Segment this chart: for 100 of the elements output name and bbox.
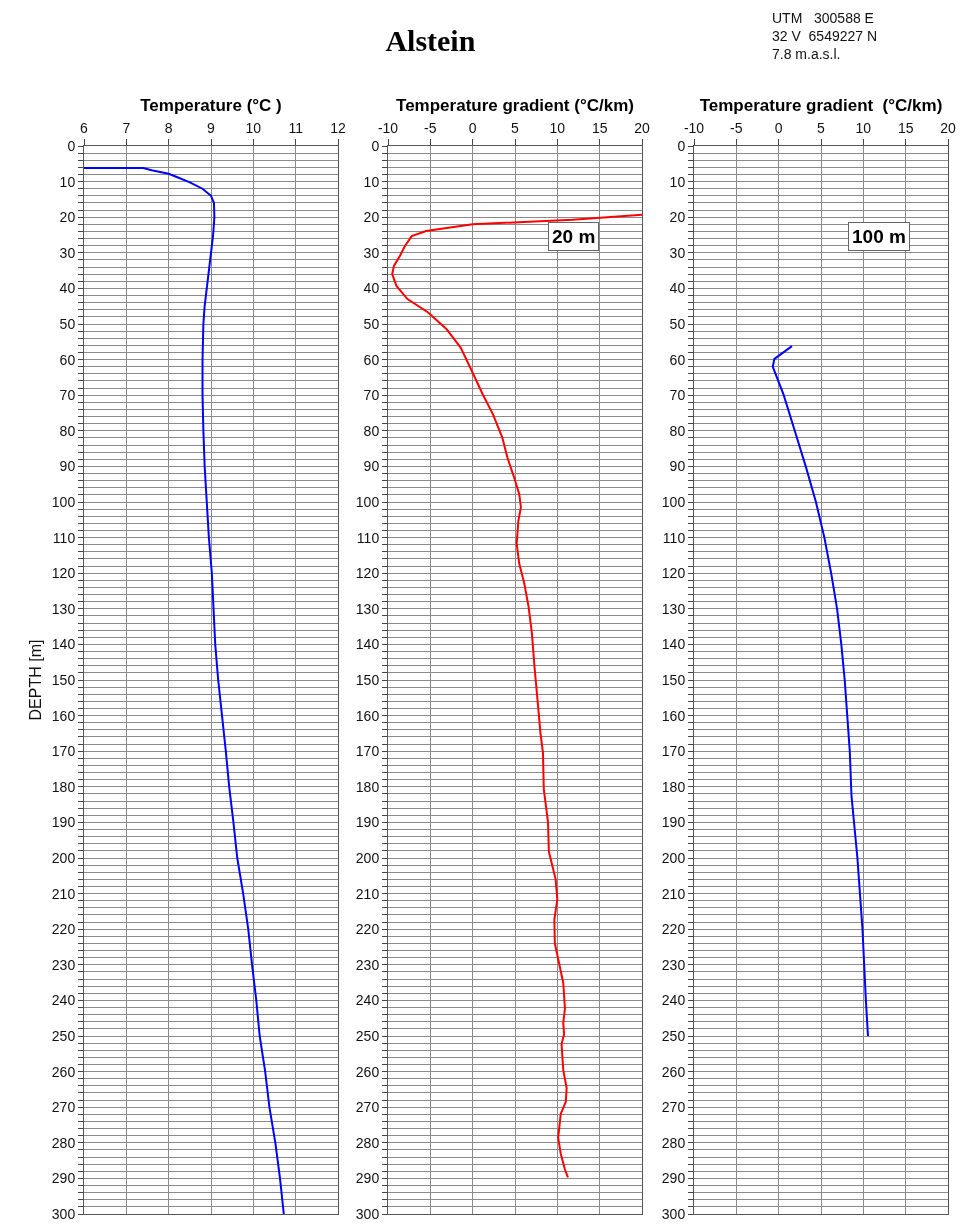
x-axis-title: Temperature (°C ): [140, 95, 282, 115]
y-tick-label: 220: [51, 921, 76, 938]
y-tick-label: 200: [51, 849, 76, 866]
y-tick-label: 190: [355, 814, 380, 831]
y-tick-label: 190: [661, 814, 686, 831]
y-tick-label: 40: [59, 280, 76, 297]
y-tick-label: 110: [662, 529, 686, 546]
y-tick-label: 20: [363, 209, 380, 226]
y-tick-label: 120: [661, 565, 686, 582]
x-axis-title: Temperature gradient (°C/km): [699, 95, 943, 115]
y-tick-label: 140: [355, 636, 380, 653]
y-tick-label: 30: [59, 244, 76, 261]
y-tick-label: 200: [661, 849, 686, 866]
y-tick-label: 180: [51, 778, 76, 795]
y-tick-label: 120: [355, 565, 380, 582]
y-tick-label: 30: [669, 244, 686, 261]
y-tick-label: 190: [51, 814, 76, 831]
y-tick-label: 10: [363, 173, 380, 190]
y-tick-label: 220: [355, 921, 380, 938]
x-tick-label: 9: [207, 120, 216, 137]
y-tick-label: 10: [669, 173, 686, 190]
y-tick-label: 130: [355, 600, 380, 617]
x-tick-label: -10: [683, 120, 705, 137]
y-tick-label: 60: [669, 351, 686, 368]
line-series: [391, 213, 642, 1179]
x-tick-label: 15: [591, 120, 608, 137]
y-tick-label: 270: [51, 1099, 76, 1116]
x-tick-label: 20: [634, 120, 650, 137]
y-tick-label: 280: [51, 1134, 76, 1151]
y-tick-label: 110: [356, 529, 380, 546]
y-tick-label: 160: [355, 707, 380, 724]
y-tick-label: 280: [355, 1134, 380, 1151]
line-series: [771, 345, 869, 1037]
y-tick-label: 160: [661, 707, 686, 724]
x-tick-label: 6: [80, 120, 89, 137]
x-tick-label: 10: [855, 120, 872, 137]
x-tick-label: 15: [897, 120, 914, 137]
y-tick-label: 240: [51, 992, 76, 1009]
x-tick-label: 0: [468, 120, 477, 137]
x-tick-label: 8: [164, 120, 173, 137]
y-tick-label: 10: [59, 173, 76, 190]
y-tick-label: 120: [51, 565, 76, 582]
x-tick-label: 0: [774, 120, 783, 137]
y-tick-label: 60: [363, 351, 380, 368]
chart-title: Alstein: [385, 23, 476, 57]
text: UTM 300588 E 32 V 6549227 N 7.8 m.a.s.l.: [772, 10, 878, 63]
y-tick-label: 230: [661, 956, 686, 973]
line-series: [84, 167, 285, 1214]
y-tick-label: 20: [59, 209, 76, 226]
y-tick-label: 80: [59, 422, 76, 439]
y-tick-label: 90: [363, 458, 380, 475]
y-tick-label: 160: [51, 707, 76, 724]
y-tick-label: 110: [52, 529, 76, 546]
y-tick-label: 150: [661, 671, 686, 688]
y-tick-label: 100: [51, 493, 76, 510]
y-tick-label: 180: [355, 778, 380, 795]
y-tick-label: 290: [51, 1170, 76, 1187]
y-tick-label: 290: [355, 1170, 380, 1187]
y-tick-label: 250: [661, 1027, 686, 1044]
x-tick-label: -5: [424, 120, 437, 137]
y-tick-label: 170: [661, 743, 686, 760]
y-tick-label: 240: [355, 992, 380, 1009]
y-tick-label: 0: [371, 137, 380, 154]
y-tick-label: 50: [363, 315, 380, 332]
y-tick-label: 100: [355, 493, 380, 510]
y-tick-label: 300: [661, 1205, 686, 1222]
x-tick-label: 10: [549, 120, 566, 137]
y-tick-label: 130: [661, 600, 686, 617]
y-tick-label: 200: [355, 849, 380, 866]
annotation: 20 m: [552, 226, 596, 247]
y-tick-label: 130: [51, 600, 76, 617]
x-tick-label: -5: [730, 120, 743, 137]
y-tick-label: 50: [669, 315, 686, 332]
y-axis-title: DEPTH [m]: [26, 639, 44, 721]
x-tick-label: 20: [940, 120, 956, 137]
y-tick-label: 40: [363, 280, 380, 297]
y-tick-label: 210: [355, 885, 380, 902]
x-tick-label: 12: [330, 120, 346, 137]
y-tick-label: 90: [669, 458, 686, 475]
y-tick-label: 0: [67, 137, 76, 154]
x-tick-label: 11: [288, 120, 304, 137]
y-tick-label: 150: [51, 671, 76, 688]
x-axis-title: Temperature gradient (°C/km): [396, 95, 634, 115]
annotation: 100 m: [852, 226, 906, 247]
x-tick-label: 7: [122, 120, 131, 137]
y-tick-label: 0: [677, 137, 686, 154]
y-tick-label: 240: [661, 992, 686, 1009]
y-tick-label: 180: [661, 778, 686, 795]
y-tick-label: 260: [355, 1063, 380, 1080]
y-tick-label: 70: [669, 387, 686, 404]
y-tick-label: 70: [59, 387, 76, 404]
y-tick-label: 260: [661, 1063, 686, 1080]
y-tick-label: 300: [355, 1205, 380, 1222]
x-tick-label: 5: [511, 120, 520, 137]
y-tick-label: 300: [51, 1205, 76, 1222]
y-tick-label: 290: [661, 1170, 686, 1187]
y-tick-label: 230: [51, 956, 76, 973]
y-tick-label: 70: [363, 387, 380, 404]
y-tick-label: 210: [661, 885, 686, 902]
y-tick-label: 80: [363, 422, 380, 439]
